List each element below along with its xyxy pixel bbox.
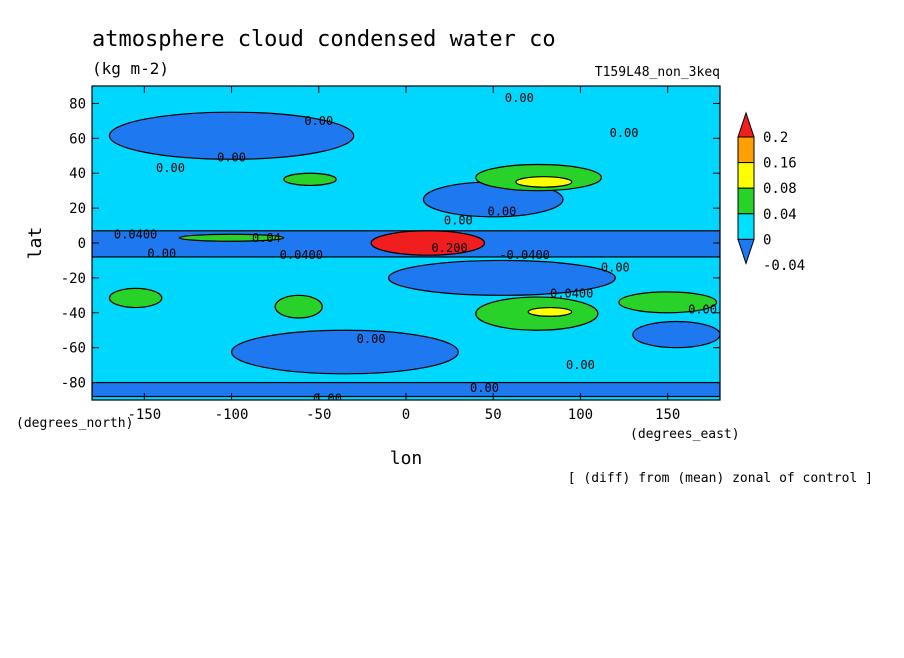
colorbar-label-0: 0.2: [763, 130, 788, 146]
contour-region-13: [178, 233, 285, 242]
units-label: (kg m-2): [92, 59, 169, 78]
contour-region-4: [387, 259, 616, 296]
contour-label-0: 0.00: [505, 91, 534, 105]
x-tick-label-5: 100: [568, 407, 593, 423]
y-tick-label-0: 80: [69, 96, 86, 112]
colorbar-bottom-arrow: [737, 238, 755, 265]
contour-label-15: 0.00: [688, 302, 717, 316]
contour-region-11: [108, 287, 163, 309]
x-tick-label-4: 50: [485, 407, 502, 423]
contour-label-5: 0.00: [444, 213, 473, 227]
contour-label-1: 0.00: [304, 114, 333, 128]
colorbar-label-1: 0.16: [763, 156, 797, 172]
contour-region-12: [618, 291, 718, 314]
x-tick-label-2: -50: [306, 407, 331, 423]
colorbar-label-3: 0.04: [763, 207, 797, 223]
y-tick-label-6: -40: [61, 306, 86, 322]
contour-label-19: 0.00: [313, 391, 342, 405]
contour-label-8: 0.04: [252, 231, 281, 245]
x-axis: -150 -100 -50 0 50 100 150: [127, 86, 680, 423]
y-tick-label-1: 60: [69, 131, 86, 147]
colorbar: 0.2 0.16 0.08 0.04 0 -0.04: [737, 111, 805, 274]
colorbar-box-1: [737, 162, 755, 189]
contour-label-14: 0.0400: [550, 287, 593, 301]
contour-label-10: 0.0400: [280, 248, 323, 262]
contour-label-3: 0.00: [156, 161, 185, 175]
y-axis-label: lat: [25, 227, 46, 260]
y-tick-label-5: -20: [61, 271, 86, 287]
contour-region-2: [108, 111, 355, 160]
y-units-label: (degrees_north): [16, 416, 133, 431]
x-tick-label-3: 0: [402, 407, 410, 423]
colorbar-label-5: -0.04: [763, 258, 805, 274]
contour-label-2: 0.00: [610, 126, 639, 140]
x-axis-label: lon: [390, 448, 423, 469]
contour-label-9: 0.00: [147, 246, 176, 260]
contour-region-10: [274, 294, 323, 319]
contour-region-15: [527, 306, 573, 317]
x-tick-label-1: -100: [215, 407, 249, 423]
y-tick-label-3: 20: [69, 201, 86, 217]
contour-region-16: [370, 230, 486, 256]
contour-region-3: [230, 329, 459, 375]
y-tick-label-2: 40: [69, 166, 86, 182]
y-tick-label-8: -80: [61, 376, 86, 392]
contour-label-17: 0.00: [566, 358, 595, 372]
contour-labels-layer: 0.00 0.00 0.00 0.00 0.00 0.00 0.00 0.0400 0.04 0.…: [114, 91, 717, 405]
x-tick-label-6: 150: [655, 407, 680, 423]
contour-fill-layer: [92, 111, 720, 398]
contour-region-14: [515, 176, 573, 188]
contour-label-6: 0.00: [487, 205, 516, 219]
contour-label-7: 0.0400: [114, 227, 157, 241]
y-axis: 80 60 40 20 0 -20 -40 -60 -80: [61, 96, 720, 392]
x-units-label: (degrees_east): [630, 427, 740, 442]
contour-region-8: [283, 172, 337, 187]
y-tick-label-7: -60: [61, 341, 86, 357]
chart-title: atmosphere cloud condensed water co: [92, 27, 556, 52]
colorbar-box-0: [737, 136, 755, 164]
colorbar-label-2: 0.08: [763, 181, 797, 197]
run-label: T159L48_non_3keq: [595, 65, 720, 80]
colorbar-top-arrow: [737, 111, 755, 138]
contour-label-11: 0.200: [432, 241, 468, 255]
y-tick-label-4: 0: [78, 236, 86, 252]
contour-label-16: 0.00: [357, 332, 386, 346]
footnote: [ (diff) from (mean) zonal of control ]: [568, 471, 873, 486]
contour-label-12: -0.0400: [499, 248, 550, 262]
contour-region-6: [632, 320, 720, 349]
colorbar-box-2: [737, 187, 755, 215]
colorbar-box-3: [737, 213, 755, 240]
contour-label-18: 0.00: [470, 381, 499, 395]
contour-label-13: 0.00: [601, 260, 630, 274]
colorbar-label-4: 0: [763, 232, 771, 248]
x-tick-label-0: -150: [127, 407, 161, 423]
contour-label-4: 0.00: [217, 151, 246, 165]
